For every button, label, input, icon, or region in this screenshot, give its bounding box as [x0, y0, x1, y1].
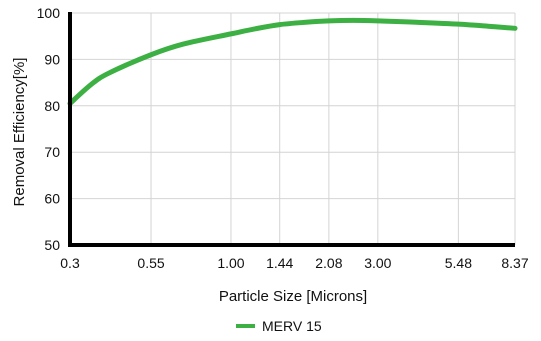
- y-tick-label: 90: [44, 51, 60, 67]
- x-tick-label: 0.55: [137, 255, 164, 271]
- series-layer: [67, 17, 518, 106]
- x-axis-title: Particle Size [Microns]: [219, 288, 367, 305]
- y-tick-label: 100: [37, 5, 61, 21]
- legend: MERV 15: [236, 318, 322, 334]
- x-tick-label: 5.48: [445, 255, 472, 271]
- axes: [68, 12, 515, 247]
- y-axis-title: Removal Efficiency[%]: [11, 58, 28, 207]
- x-tick-label: 1.00: [217, 255, 244, 271]
- y-tick-label: 60: [44, 191, 60, 207]
- x-tick-label: 0.3: [60, 255, 80, 271]
- x-tick-label: 8.37: [501, 255, 528, 271]
- y-tick-labels: 50 60 70 80 90 100: [37, 5, 61, 253]
- grid: [69, 12, 516, 246]
- y-tick-label: 70: [44, 144, 60, 160]
- y-tick-label: 50: [44, 237, 60, 253]
- x-tick-label: 3.00: [364, 255, 391, 271]
- x-tick-label: 1.44: [266, 255, 293, 271]
- x-tick-label: 2.08: [315, 255, 342, 271]
- x-tick-labels: 0.3 0.55 1.00 1.44 2.08 3.00 5.48 8.37: [60, 255, 529, 271]
- series-line-0: [67, 17, 518, 106]
- y-tick-label: 80: [44, 98, 60, 114]
- legend-label-merv-15: MERV 15: [262, 318, 322, 334]
